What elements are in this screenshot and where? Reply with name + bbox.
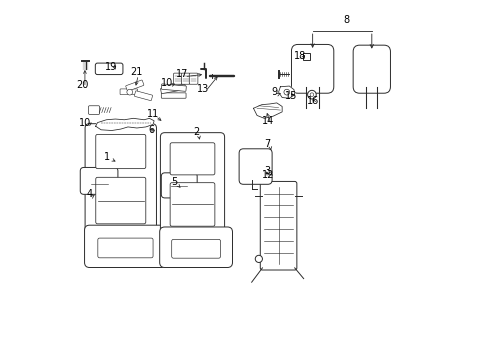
- Text: 20: 20: [76, 80, 88, 90]
- Polygon shape: [278, 86, 294, 98]
- Text: 15: 15: [285, 91, 297, 101]
- FancyBboxPatch shape: [80, 167, 118, 194]
- FancyBboxPatch shape: [173, 73, 182, 84]
- Text: 4: 4: [86, 189, 92, 199]
- FancyBboxPatch shape: [161, 93, 185, 98]
- Text: 1: 1: [103, 152, 110, 162]
- FancyBboxPatch shape: [189, 73, 198, 84]
- Text: 9: 9: [271, 87, 277, 97]
- Text: 2: 2: [193, 127, 199, 136]
- FancyBboxPatch shape: [88, 106, 100, 114]
- FancyBboxPatch shape: [84, 225, 166, 267]
- Text: 16: 16: [306, 96, 318, 106]
- Text: 3: 3: [264, 166, 270, 176]
- FancyBboxPatch shape: [134, 91, 152, 101]
- Text: 8: 8: [343, 15, 349, 26]
- FancyBboxPatch shape: [85, 124, 156, 234]
- Circle shape: [284, 89, 289, 95]
- Text: 18: 18: [293, 51, 305, 61]
- FancyBboxPatch shape: [160, 227, 232, 267]
- Text: 13: 13: [197, 84, 209, 94]
- FancyBboxPatch shape: [98, 238, 153, 258]
- Circle shape: [309, 93, 313, 96]
- Text: 5: 5: [171, 177, 177, 187]
- FancyBboxPatch shape: [161, 84, 186, 91]
- Text: 6: 6: [148, 125, 154, 135]
- FancyBboxPatch shape: [170, 143, 214, 175]
- Text: 12: 12: [261, 170, 273, 180]
- Text: 19: 19: [105, 62, 117, 72]
- FancyBboxPatch shape: [96, 177, 145, 224]
- Text: 17: 17: [175, 69, 187, 79]
- FancyBboxPatch shape: [291, 44, 333, 93]
- FancyBboxPatch shape: [125, 80, 143, 91]
- FancyBboxPatch shape: [239, 149, 271, 184]
- Circle shape: [126, 89, 132, 95]
- Text: 14: 14: [261, 116, 273, 126]
- Text: 10: 10: [79, 118, 91, 128]
- FancyBboxPatch shape: [170, 183, 214, 226]
- Circle shape: [307, 90, 316, 99]
- Text: 11: 11: [146, 109, 159, 119]
- Polygon shape: [253, 103, 282, 118]
- Polygon shape: [96, 118, 154, 131]
- FancyBboxPatch shape: [171, 239, 220, 258]
- FancyBboxPatch shape: [161, 173, 197, 198]
- FancyBboxPatch shape: [181, 73, 190, 84]
- Text: 10: 10: [160, 78, 172, 88]
- FancyBboxPatch shape: [260, 181, 296, 270]
- Bar: [303, 53, 310, 60]
- Text: 7: 7: [264, 139, 270, 149]
- Circle shape: [255, 255, 262, 262]
- FancyBboxPatch shape: [160, 133, 224, 236]
- Text: 21: 21: [130, 67, 142, 77]
- FancyBboxPatch shape: [352, 45, 389, 93]
- FancyBboxPatch shape: [96, 134, 145, 168]
- FancyBboxPatch shape: [160, 84, 185, 94]
- FancyBboxPatch shape: [120, 89, 137, 95]
- FancyBboxPatch shape: [95, 63, 122, 75]
